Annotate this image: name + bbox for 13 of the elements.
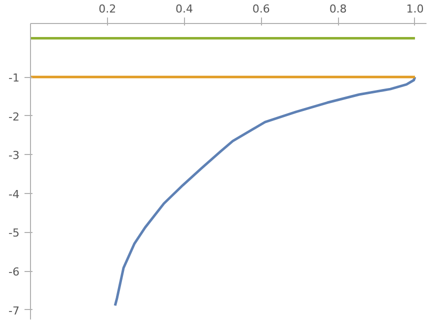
- x-tick-label: 0.8: [329, 2, 347, 16]
- y-tick-label: -5: [8, 226, 20, 240]
- y-tick-label: -1: [8, 72, 20, 85]
- y-tick-label: -4: [8, 188, 20, 201]
- line-series: [114, 76, 416, 307]
- y-tick-label: -7: [8, 304, 20, 318]
- y-tick-label: -6: [8, 266, 20, 279]
- x-tick-label: 0.6: [252, 2, 270, 16]
- y-tick-label: -2: [8, 110, 20, 124]
- x-tick-label: 1.0: [406, 2, 424, 16]
- x-tick-label: 0.2: [98, 2, 116, 16]
- y-tick-label: -3: [8, 149, 20, 162]
- x-tick-label: 0.4: [176, 2, 194, 16]
